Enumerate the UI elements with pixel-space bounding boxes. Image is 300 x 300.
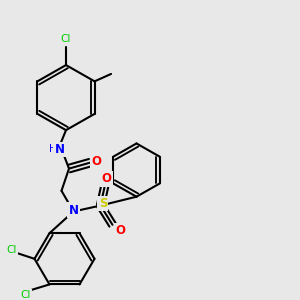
Text: N: N — [68, 203, 79, 217]
Text: H: H — [49, 144, 56, 154]
Text: Cl: Cl — [7, 245, 17, 255]
Text: Cl: Cl — [61, 34, 71, 44]
Text: S: S — [99, 197, 107, 210]
Text: N: N — [54, 143, 64, 156]
Text: O: O — [115, 224, 125, 237]
Text: O: O — [101, 172, 112, 185]
Text: O: O — [91, 155, 101, 168]
Text: Cl: Cl — [20, 290, 31, 300]
